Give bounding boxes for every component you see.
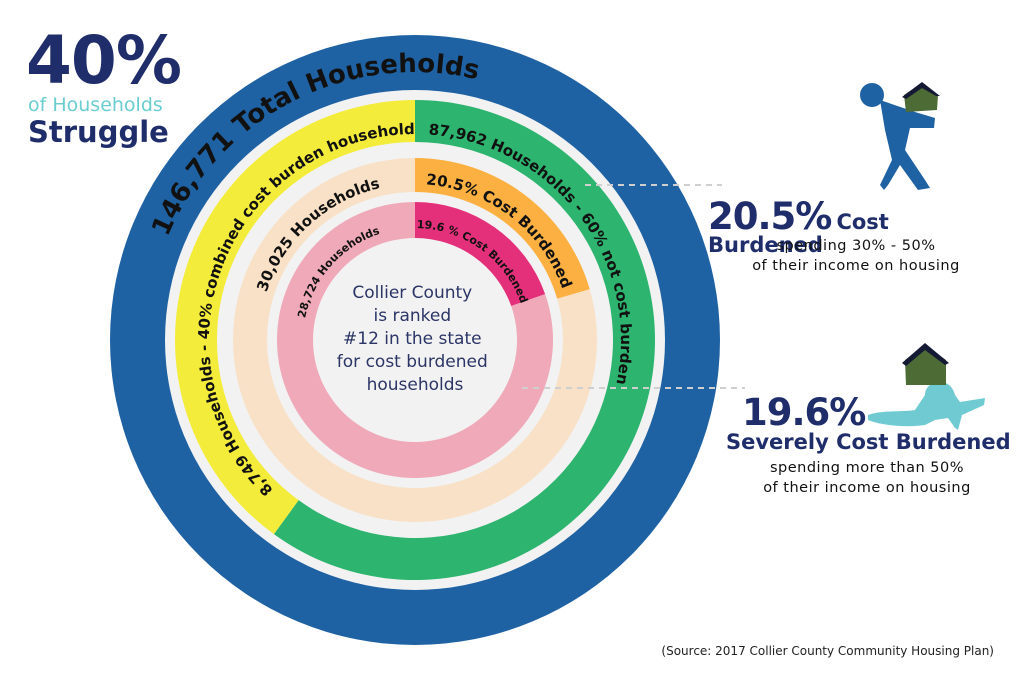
headline-line1: of Households <box>28 94 163 116</box>
person-crushed-by-house-icon <box>868 343 985 430</box>
desc-line: spending more than 50% <box>769 460 965 476</box>
desc-line: of their income on housing <box>752 258 960 274</box>
callout-cost-burdened: 20.5% Cost Burdened <box>708 198 1008 256</box>
headline-percent: 40% <box>26 22 182 99</box>
callout-percent: 20.5% <box>708 195 832 238</box>
ring-segment-cost-burdened-a <box>415 158 590 299</box>
ring-segment-severely-cost-burdened-a <box>415 202 546 307</box>
headline-line2: Struggle <box>28 115 169 149</box>
desc-line: spending 30% - 50% <box>776 238 936 254</box>
callout-label: Cost Burdened <box>708 210 889 257</box>
callout-desc-2: spending more than 50% of their income o… <box>722 458 1012 498</box>
callout-desc-1: spending 30% - 50% of their income on ho… <box>716 236 996 276</box>
callout-label: Severely Cost Burdened <box>726 430 1011 454</box>
person-carrying-house-icon <box>860 82 940 190</box>
ring-segment-cost-burden-split-a <box>273 100 656 580</box>
ring-segment-cost-burden-split-b <box>175 100 415 535</box>
center-text: Collier County is ranked #12 in the stat… <box>337 283 493 395</box>
source-note: (Source: 2017 Collier County Community H… <box>661 644 994 658</box>
callout-percent: 19.6% <box>742 391 866 434</box>
desc-line: of their income on housing <box>763 480 971 496</box>
